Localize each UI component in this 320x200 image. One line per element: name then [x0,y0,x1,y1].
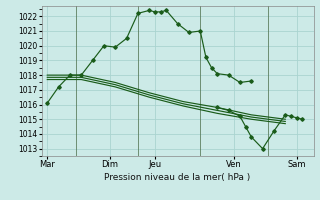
X-axis label: Pression niveau de la mer( hPa ): Pression niveau de la mer( hPa ) [104,173,251,182]
